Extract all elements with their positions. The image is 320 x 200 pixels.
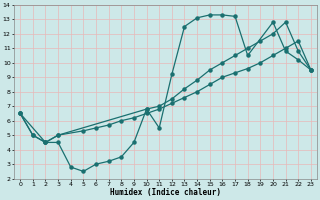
X-axis label: Humidex (Indice chaleur): Humidex (Indice chaleur)	[110, 188, 221, 197]
